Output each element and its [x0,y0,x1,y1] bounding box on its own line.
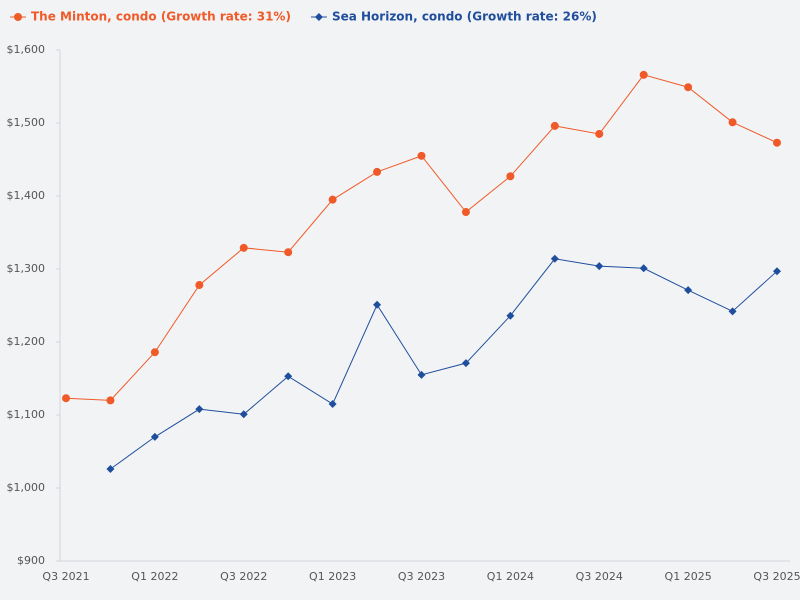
legend-marker [314,13,323,21]
point [150,432,159,441]
x-tick-label: Q3 2025 [753,570,800,583]
point [728,307,737,316]
legend: The Minton, condo (Growth rate: 31%) Sea … [10,10,597,24]
point [328,195,337,204]
legend-marker [14,13,22,21]
legend-label: Sea Horizon, condo (Growth rate: 26%) [332,10,597,24]
point [461,359,470,368]
x-tick-label: Q3 2022 [220,570,267,583]
point [773,267,781,276]
series-line [110,258,778,470]
point [684,83,693,92]
x-tick-label: Q1 2023 [309,570,356,583]
y-tick-label: $1,500 [7,116,46,129]
point [773,138,781,147]
point [550,254,559,263]
point [284,372,293,381]
point [417,370,426,379]
point [461,208,470,217]
point [195,405,204,414]
legend-label: The Minton, condo (Growth rate: 31%) [31,10,291,24]
y-tick-label: $1,600 [7,43,46,56]
y-tick-label: $1,300 [7,262,46,275]
point [595,262,604,271]
point [417,151,426,160]
point [506,311,515,320]
point [328,400,337,409]
point [195,281,204,290]
point [284,248,293,257]
x-tick-label: Q3 2021 [42,570,89,583]
y-tick-label: $1,100 [7,408,46,421]
x-tick-label: Q1 2025 [665,570,712,583]
point [106,465,115,474]
point [595,129,604,138]
y-tick-label: $1,200 [7,335,46,348]
point [684,286,693,295]
x-tick-label: Q3 2024 [576,570,623,583]
point [62,394,70,403]
point [506,172,515,181]
point [106,396,115,405]
point [639,264,648,273]
x-tick-label: Q1 2022 [131,570,178,583]
series-line [65,74,778,401]
y-tick-label: $1,000 [7,481,46,494]
point [373,167,382,176]
point [728,118,737,127]
point [150,348,159,357]
point [239,243,248,252]
x-tick-label: Q3 2023 [398,570,445,583]
point [550,121,559,130]
point [373,300,382,309]
y-tick-label: $1,400 [7,189,46,202]
point [239,410,248,419]
x-tick-label: Q1 2024 [487,570,534,583]
point [639,70,648,79]
y-tick-label: $900 [17,554,45,567]
